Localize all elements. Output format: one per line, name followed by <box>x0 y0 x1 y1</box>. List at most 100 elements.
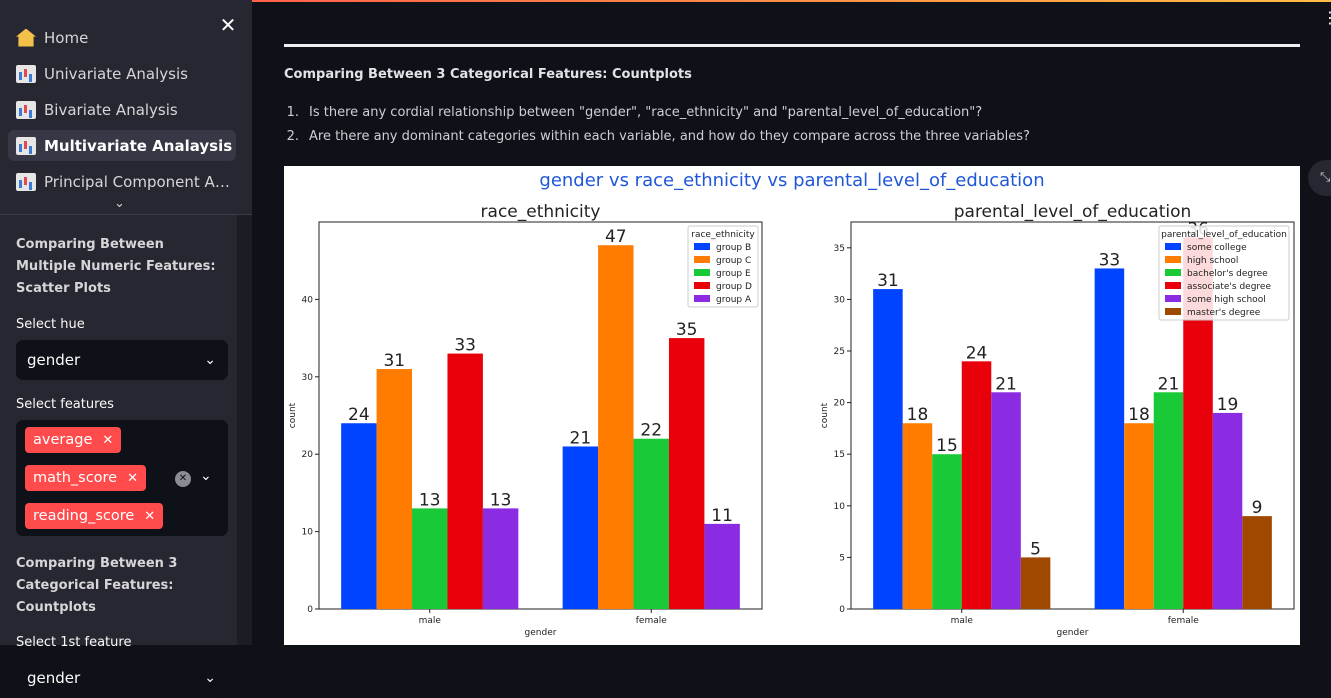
bar-value-label: 9 <box>1252 498 1263 518</box>
sidebar-scrollbar[interactable] <box>237 215 252 645</box>
bar <box>447 353 483 609</box>
sidebar-item-home[interactable]: Home <box>8 22 236 53</box>
legend-swatch <box>1165 243 1181 250</box>
bar <box>1212 412 1243 609</box>
sidebar-item-pca[interactable]: Principal Component Analysis <box>8 166 236 197</box>
bar-value-label: 15 <box>936 436 958 456</box>
first-feature-label: Select 1st feature <box>16 635 132 650</box>
plot-frame <box>850 221 1295 610</box>
y-tick-label: 35 <box>834 244 845 254</box>
list-item: 2. Are there any dominant categories wit… <box>284 129 1030 153</box>
legend-entry: bachelor's degree <box>1187 269 1268 279</box>
legend-box <box>1158 225 1290 321</box>
y-tick-label: 5 <box>839 553 845 563</box>
y-tick-label: 0 <box>839 605 845 615</box>
bar-value-label: 21 <box>995 374 1017 394</box>
bar <box>1020 557 1051 609</box>
feature-tag[interactable]: reading_score ✕ <box>25 503 164 529</box>
chevron-down-icon: ⌄ <box>204 670 216 686</box>
first-feature-select[interactable]: gender ⌄ <box>16 658 228 698</box>
sidebar-item-univariate[interactable]: Univariate Analysis <box>8 58 236 89</box>
list-item-text: Are there any dominant categories within… <box>309 129 1030 144</box>
sidebar: ✕ Home Univariate Analysis Bivariate Ana… <box>0 0 252 698</box>
bar <box>932 454 962 609</box>
bar <box>1124 423 1154 609</box>
bar <box>1094 268 1125 609</box>
x-axis-label: gender <box>1057 628 1089 638</box>
bar-value-label: 13 <box>490 490 512 510</box>
bar <box>961 361 992 609</box>
remove-tag-icon[interactable]: ✕ <box>144 508 156 524</box>
bar-value-label: 18 <box>1128 405 1150 425</box>
y-tick-label: 20 <box>834 399 846 409</box>
bar <box>668 338 705 609</box>
y-tick-label: 30 <box>302 373 314 383</box>
bar-chart-icon <box>16 172 36 191</box>
x-tick-label: male <box>951 616 974 626</box>
bar-value-label: 5 <box>1030 539 1041 559</box>
bar <box>1242 516 1272 609</box>
legend-swatch <box>694 269 710 276</box>
remove-tag-icon[interactable]: ✕ <box>102 432 114 448</box>
sidebar-item-multivariate[interactable]: Multivariate Analaysis <box>8 130 236 161</box>
legend-swatch <box>1165 282 1181 289</box>
sidebar-item-label: Principal Component Analysis <box>44 172 234 191</box>
legend-entry: high school <box>1187 256 1238 266</box>
bar-chart-icon <box>16 100 36 119</box>
subplot-title: parental_level_of_education <box>954 202 1192 222</box>
page-heading: Comparing Between 3 Categorical Features… <box>284 67 692 82</box>
bar <box>991 392 1021 609</box>
feature-tag[interactable]: average ✕ <box>25 427 122 453</box>
expand-nav-chevron-icon[interactable]: ⌄ <box>114 196 125 211</box>
x-tick-label: male <box>419 616 442 626</box>
section-title-scatter: Comparing Between Multiple Numeric Featu… <box>16 237 216 296</box>
chevron-down-icon[interactable]: ⌄ <box>200 468 212 484</box>
bar-value-label: 21 <box>1158 374 1180 394</box>
features-label: Select features <box>16 397 114 412</box>
figure-suptitle: gender vs race_ethnicity vs parental_lev… <box>539 170 1044 191</box>
hue-select[interactable]: gender ⌄ <box>16 340 228 380</box>
legend-swatch <box>1165 308 1181 315</box>
sidebar-nav: Home Univariate Analysis Bivariate Analy… <box>8 22 236 202</box>
top-decoration-bar <box>0 0 1331 2</box>
y-tick-label: 0 <box>307 605 313 615</box>
bar-value-label: 21 <box>570 428 592 448</box>
bar <box>562 446 599 609</box>
close-icon[interactable]: ✕ <box>219 13 237 37</box>
hue-select-value: gender <box>27 351 81 369</box>
remove-tag-icon[interactable]: ✕ <box>127 470 139 486</box>
x-tick-label: female <box>636 616 667 626</box>
bar-value-label: 33 <box>454 336 476 356</box>
list-item-text: Is there any cordial relationship betwee… <box>309 105 983 120</box>
clear-all-icon[interactable]: ✕ <box>175 471 191 487</box>
bar <box>482 508 519 609</box>
y-tick-label: 10 <box>834 502 846 512</box>
y-tick-label: 40 <box>302 295 314 305</box>
feature-tag-label: reading_score <box>33 508 135 524</box>
y-tick-label: 30 <box>834 295 846 305</box>
feature-tag-label: math_score <box>33 470 118 486</box>
nav-divider <box>0 214 252 215</box>
chevron-down-icon: ⌄ <box>204 352 216 368</box>
fullscreen-icon[interactable]: ⤡ <box>1308 160 1331 196</box>
feature-tag[interactable]: math_score ✕ <box>25 465 147 491</box>
legend-entry: some high school <box>1187 295 1266 305</box>
sidebar-item-label: Univariate Analysis <box>44 64 188 83</box>
bar-value-label: 24 <box>348 405 370 425</box>
legend-entry: group B <box>716 243 751 253</box>
legend-entry: some college <box>1187 243 1247 253</box>
bar <box>341 423 377 609</box>
legend-entry: associate's degree <box>1187 282 1271 292</box>
legend-entry: group D <box>716 282 752 292</box>
sidebar-item-bivariate[interactable]: Bivariate Analysis <box>8 94 236 125</box>
section-title-countplots: Comparing Between 3 Categorical Features… <box>16 556 178 615</box>
y-axis-label: count <box>288 402 298 428</box>
plot-frame <box>318 221 763 610</box>
y-tick-label: 25 <box>834 347 845 357</box>
feature-tag-label: average <box>33 432 93 448</box>
bar-chart-icon <box>16 136 36 155</box>
more-options-icon[interactable]: ⋮ <box>1322 8 1331 27</box>
features-multiselect[interactable]: average ✕ math_score ✕ reading_score ✕ ✕… <box>16 420 228 536</box>
bar <box>412 508 448 609</box>
countplot-figure: gender vs race_ethnicity vs parental_lev… <box>284 166 1300 645</box>
